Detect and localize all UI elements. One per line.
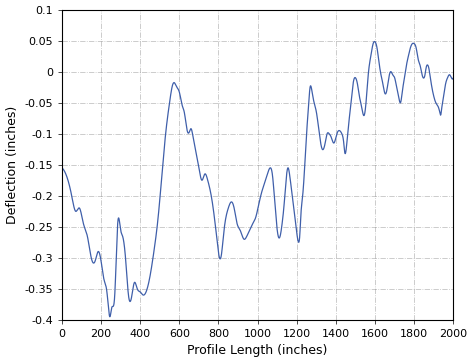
Y-axis label: Deflection (inches): Deflection (inches) [6,106,18,224]
X-axis label: Profile Length (inches): Profile Length (inches) [187,344,328,358]
